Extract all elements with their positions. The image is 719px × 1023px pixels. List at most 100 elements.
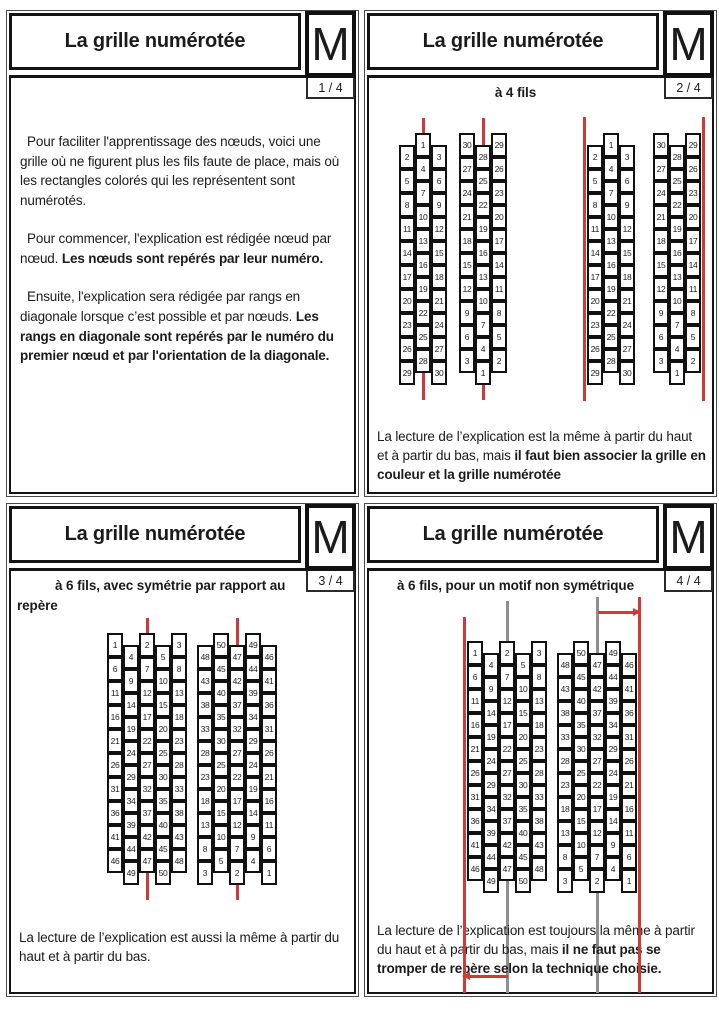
grid-cell-49: 49 <box>245 633 261 657</box>
grid-6fils-ascending-center-repere: 1 2 3 4 5 6 7 8 9 10 11 12 13 14 15 16 17 18 19 20 21 22 23 24 2… <box>107 618 187 900</box>
slide-4-title: La grille numérotée <box>367 506 659 563</box>
grid-cell-20: 20 <box>155 717 171 741</box>
grid-cell-41: 41 <box>621 677 637 701</box>
grid-cell-22: 22 <box>415 301 431 325</box>
grid-cell-5: 5 <box>491 325 507 349</box>
grid-cell-40: 40 <box>155 813 171 837</box>
grid-cell-9: 9 <box>431 193 447 217</box>
grid-cell-48: 48 <box>557 653 573 677</box>
grid-cell-9: 9 <box>483 677 499 701</box>
grid-cell-28: 28 <box>171 753 187 777</box>
grid-cell-29: 29 <box>123 765 139 789</box>
grid-cell-45: 45 <box>515 845 531 869</box>
text-run-bold: il ne faut pas se tromper de repère selo… <box>377 941 662 976</box>
grid-cell-8: 8 <box>491 301 507 325</box>
grid-cell-14: 14 <box>685 253 701 277</box>
grid-cell-29: 29 <box>399 361 415 385</box>
grid-cell-24: 24 <box>245 753 261 777</box>
grid-cell-29: 29 <box>483 773 499 797</box>
grid-cell-29: 29 <box>685 133 701 157</box>
grid-cell-8: 8 <box>399 193 415 217</box>
slide-4-subtitle: à 6 fils, pour un motif non symétrique <box>397 578 634 593</box>
grid-cell-4: 4 <box>483 653 499 677</box>
grid-cell-39: 39 <box>483 821 499 845</box>
grid-cell-12: 12 <box>499 689 515 713</box>
grid-cell-8: 8 <box>557 845 573 869</box>
grid-cell-13: 13 <box>475 265 491 289</box>
slide-2-subtitle: à 4 fils <box>494 85 537 100</box>
slide-1-title: La grille numérotée <box>9 13 301 70</box>
grid-cell-31: 31 <box>261 717 277 741</box>
grid-cell-25: 25 <box>155 741 171 765</box>
grid-cell-23: 23 <box>399 313 415 337</box>
slide-2-title: La grille numérotée <box>367 13 659 70</box>
grid-cell-18: 18 <box>459 229 475 253</box>
grid-cell-2: 2 <box>589 869 605 893</box>
slide-3-title: La grille numérotée <box>9 506 301 563</box>
grid-cell-47: 47 <box>229 645 245 669</box>
grid-cell-26: 26 <box>685 157 701 181</box>
grid-cell-16: 16 <box>475 241 491 265</box>
grid-cell-27: 27 <box>229 741 245 765</box>
grid-cell-27: 27 <box>431 337 447 361</box>
grid-cell-47: 47 <box>139 849 155 873</box>
grid-cell-26: 26 <box>261 741 277 765</box>
grid-cell-20: 20 <box>573 785 589 809</box>
grid-cell-46: 46 <box>107 849 123 873</box>
grid-cell-4: 4 <box>669 337 685 361</box>
grid-cell-1: 1 <box>107 633 123 657</box>
grid-cell-10: 10 <box>415 205 431 229</box>
paragraph-1: Pour faciliter l'apprentissage des nœuds… <box>20 132 342 210</box>
text-run-bold: Les rangs en diagonale sont repérés par … <box>20 308 334 364</box>
grid-cell-41: 41 <box>107 825 123 849</box>
grid-cell-37: 37 <box>229 693 245 717</box>
grid-cell-22: 22 <box>669 193 685 217</box>
grid-cell-27: 27 <box>589 749 605 773</box>
grid-cell-15: 15 <box>653 253 669 277</box>
grid-cell-13: 13 <box>557 821 573 845</box>
grid-4fils-ascending-left-repere: 1 2 3 4 5 6 7 8 9 10 11 12 13 14 15 16 17 18 19 20 21 22 23 24 2… <box>583 117 635 401</box>
grid-cell-46: 46 <box>261 645 277 669</box>
grid-cell-4: 4 <box>415 157 431 181</box>
repere-line-center-top <box>422 118 425 146</box>
grid-cell-23: 23 <box>557 773 573 797</box>
grid-cell-46: 46 <box>621 653 637 677</box>
grid-cell-2: 2 <box>587 145 603 169</box>
grid-cell-28: 28 <box>475 145 491 169</box>
grid-cell-38: 38 <box>171 801 187 825</box>
grid-cell-43: 43 <box>171 825 187 849</box>
grid-cell-13: 13 <box>603 229 619 253</box>
grid-cell-8: 8 <box>685 301 701 325</box>
grid-cell-6: 6 <box>107 657 123 681</box>
grid-cell-45: 45 <box>573 665 589 689</box>
grid-cell-6: 6 <box>619 169 635 193</box>
grid-cell-13: 13 <box>171 681 187 705</box>
grid-cell-30: 30 <box>431 361 447 385</box>
grid-cell-17: 17 <box>685 229 701 253</box>
grid-4fils-descending-center-repere: 30 29 28 27 26 25 24 23 22 21 20 19 18 17 16 15 14 13 12 11… <box>459 118 507 400</box>
grid-cell-12: 12 <box>139 681 155 705</box>
grid-cell-8: 8 <box>197 837 213 861</box>
grid-cell-16: 16 <box>603 253 619 277</box>
grid-cell-20: 20 <box>587 289 603 313</box>
logo-m-icon: M <box>305 11 356 77</box>
grid-cell-15: 15 <box>155 693 171 717</box>
grid-cell-25: 25 <box>415 325 431 349</box>
grid-cell-21: 21 <box>653 205 669 229</box>
grid-cell-18: 18 <box>557 797 573 821</box>
grid-cell-21: 21 <box>619 289 635 313</box>
grid-cell-7: 7 <box>669 313 685 337</box>
grid-cell-23: 23 <box>685 181 701 205</box>
grid-cell-11: 11 <box>685 277 701 301</box>
grid-cell-15: 15 <box>619 241 635 265</box>
grid-cell-9: 9 <box>459 301 475 325</box>
grid-cell-30: 30 <box>619 361 635 385</box>
grid-cell-21: 21 <box>261 765 277 789</box>
grid-cell-3: 3 <box>619 145 635 169</box>
arrow-to-left-repere-icon <box>462 972 508 979</box>
intro-text: Pour faciliter l'apprentissage des nœuds… <box>11 78 354 366</box>
grid-cell-7: 7 <box>603 181 619 205</box>
logo-m-icon: M <box>663 504 714 570</box>
grid-cell-43: 43 <box>531 833 547 857</box>
